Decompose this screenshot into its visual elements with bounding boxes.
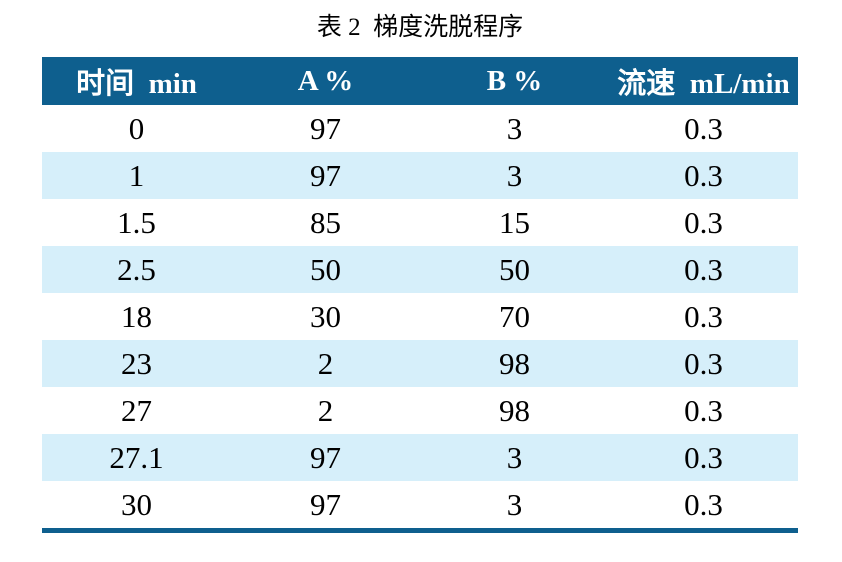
table-cell: 50 xyxy=(420,246,609,293)
table-cell: 27 xyxy=(42,387,231,434)
column-header-flow-rate: 流速 mL/min xyxy=(609,57,798,105)
table-cell: 0.3 xyxy=(609,105,798,152)
table-cell: 3 xyxy=(420,105,609,152)
table-cell: 23 xyxy=(42,340,231,387)
table-row: 27 2 98 0.3 xyxy=(42,387,798,434)
table-row: 23 2 98 0.3 xyxy=(42,340,798,387)
table-row: 27.1 97 3 0.3 xyxy=(42,434,798,481)
table-cell: 0.3 xyxy=(609,293,798,340)
column-header-a-percent: A % xyxy=(231,57,420,105)
table-cell: 70 xyxy=(420,293,609,340)
table-cell: 3 xyxy=(420,152,609,199)
table-row: 1.5 85 15 0.3 xyxy=(42,199,798,246)
table-cell: 15 xyxy=(420,199,609,246)
gradient-elution-table: 时间 min A % B % 流速 mL/min 0 97 3 0.3 1 97 3 0.3 1… xyxy=(42,57,798,533)
table-body: 0 97 3 0.3 1 97 3 0.3 1.5 85 15 0.3 2.5 50 50 0.3 18 30 70… xyxy=(42,105,798,531)
table-cell: 30 xyxy=(42,481,231,531)
table-row: 1 97 3 0.3 xyxy=(42,152,798,199)
table-cell: 50 xyxy=(231,246,420,293)
table-header-row: 时间 min A % B % 流速 mL/min xyxy=(42,57,798,105)
table-cell: 98 xyxy=(420,387,609,434)
table-row: 0 97 3 0.3 xyxy=(42,105,798,152)
table-cell: 0.3 xyxy=(609,152,798,199)
table-header: 时间 min A % B % 流速 mL/min xyxy=(42,57,798,105)
table-cell: 2 xyxy=(231,387,420,434)
table-cell: 27.1 xyxy=(42,434,231,481)
table-cell: 97 xyxy=(231,152,420,199)
table-cell: 0 xyxy=(42,105,231,152)
column-header-time: 时间 min xyxy=(42,57,231,105)
table-cell: 97 xyxy=(231,105,420,152)
table-cell: 0.3 xyxy=(609,481,798,531)
table-row: 2.5 50 50 0.3 xyxy=(42,246,798,293)
table-cell: 3 xyxy=(420,434,609,481)
table-cell: 85 xyxy=(231,199,420,246)
table-cell: 97 xyxy=(231,434,420,481)
table-cell: 2 xyxy=(231,340,420,387)
table-row: 18 30 70 0.3 xyxy=(42,293,798,340)
table-cell: 3 xyxy=(420,481,609,531)
table-cell: 97 xyxy=(231,481,420,531)
table-cell: 30 xyxy=(231,293,420,340)
table-cell: 0.3 xyxy=(609,434,798,481)
table-cell: 2.5 xyxy=(42,246,231,293)
table-title: 表 2 梯度洗脱程序 xyxy=(316,14,524,41)
table-row: 30 97 3 0.3 xyxy=(42,481,798,531)
table-cell: 0.3 xyxy=(609,199,798,246)
column-header-b-percent: B % xyxy=(420,57,609,105)
table-cell: 1 xyxy=(42,152,231,199)
table-cell: 0.3 xyxy=(609,340,798,387)
table-cell: 1.5 xyxy=(42,199,231,246)
table-cell: 0.3 xyxy=(609,387,798,434)
table-cell: 0.3 xyxy=(609,246,798,293)
table-cell: 18 xyxy=(42,293,231,340)
table-cell: 98 xyxy=(420,340,609,387)
